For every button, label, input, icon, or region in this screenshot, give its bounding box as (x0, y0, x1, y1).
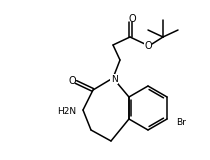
Text: N: N (111, 75, 117, 84)
Text: H2N: H2N (57, 107, 76, 116)
Text: O: O (144, 41, 152, 51)
Text: O: O (128, 14, 136, 24)
Text: Br: Br (176, 117, 186, 127)
Text: O: O (68, 76, 76, 86)
